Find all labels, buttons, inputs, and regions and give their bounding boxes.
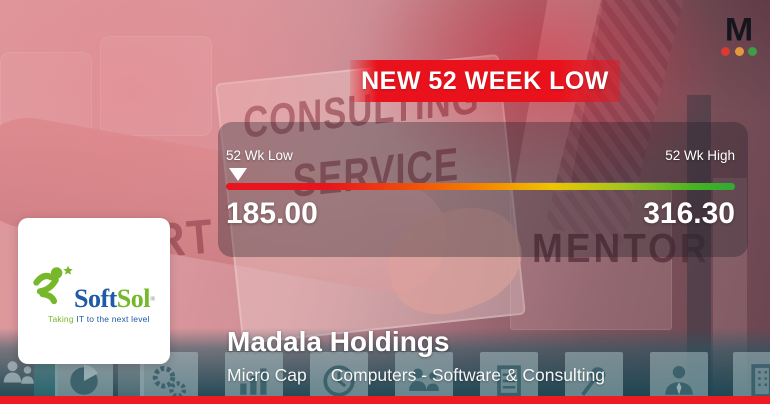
range-gauge-panel: 52 Wk Low 52 Wk High 185.00 316.30: [218, 122, 748, 257]
clock-icon: [310, 352, 368, 404]
bar-chart-icon: [225, 352, 283, 404]
registered-mark: ®: [149, 295, 155, 303]
low-label: 52 Wk Low: [226, 148, 293, 163]
softsol-wordmark: SoftSol®: [74, 284, 155, 313]
range-gradient-bar: [226, 183, 735, 190]
m-logo-dots: [720, 47, 758, 56]
businessman-icon: [650, 352, 708, 404]
alert-banner-text: NEW 52 WEEK LOW: [361, 66, 609, 95]
red-dot-icon: [721, 47, 730, 56]
people-icon: [0, 346, 40, 396]
high-label: 52 Wk High: [665, 148, 735, 163]
mentor-text: MENTOR: [532, 225, 710, 271]
company-name: Madala Holdings: [227, 326, 450, 357]
softsol-logo: SoftSol® Taking IT to the next level: [32, 262, 156, 324]
sector-label: Computers - Software & Consulting: [330, 365, 606, 385]
company-info: Madala Holdings Micro Cap Computers - So…: [227, 327, 605, 386]
softsol-figure-icon: [32, 262, 76, 312]
marketbeat-watermark: M: [720, 11, 758, 56]
current-price-marker-icon: [229, 168, 247, 181]
background-frost-tile: [100, 36, 212, 136]
softsol-tagline: Taking IT to the next level: [48, 314, 150, 324]
low-value: 185.00: [226, 197, 318, 230]
market-cap-label: Micro Cap: [227, 365, 307, 385]
mentor-frame: [510, 182, 672, 330]
high-value: 316.30: [643, 197, 735, 230]
notebook-icon: [480, 352, 538, 404]
green-dot-icon: [748, 47, 757, 56]
push-pin-icon: [565, 352, 623, 404]
m-logo-letter: M: [724, 11, 754, 49]
bottom-red-bar: [0, 396, 770, 404]
orange-dot-icon: [734, 47, 744, 56]
people-group-icon: [395, 352, 453, 404]
alert-banner: NEW 52 WEEK LOW: [350, 60, 620, 102]
company-logo-card: SoftSol® Taking IT to the next level: [18, 218, 170, 364]
